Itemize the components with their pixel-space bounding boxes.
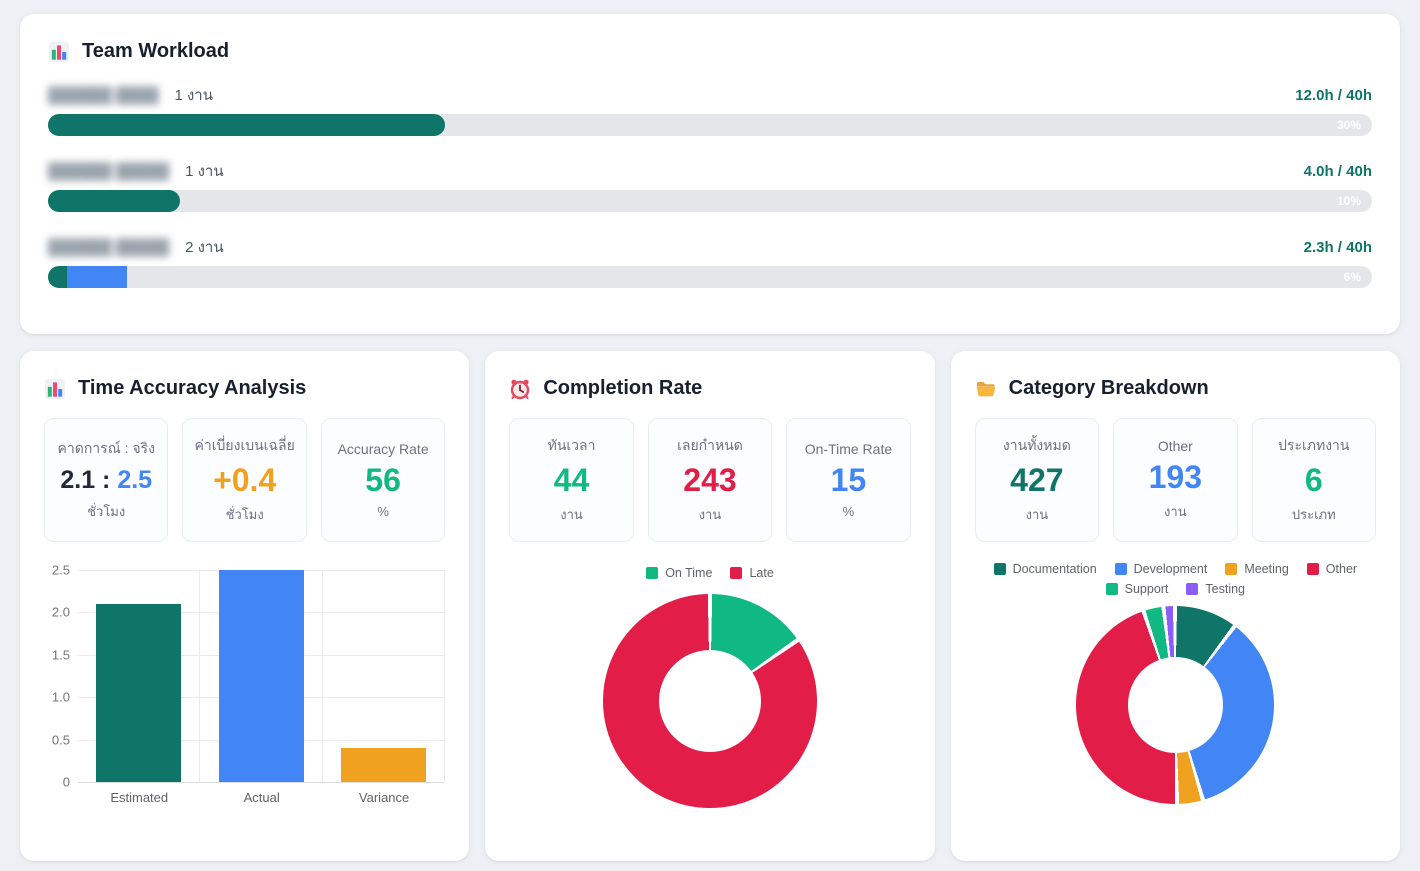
cards-grid: Time Accuracy Analysis คาดการณ์ : จริง 2… (20, 351, 1400, 861)
stat-avg-deviation: ค่าเบี่ยงเบนเฉลี่ย +0.4 ชั่วโมง (182, 418, 307, 542)
legend-swatch (646, 567, 659, 579)
member-name-redacted: ██████ █████ (48, 238, 170, 256)
category-legend: Documentation Development Meeting Other Supp… (975, 562, 1376, 596)
x-category-label: Estimated (110, 790, 169, 805)
legend-label: Late (749, 566, 774, 580)
percent-badge: 6% (1343, 270, 1361, 284)
y-tick-label: 1.0 (51, 689, 70, 705)
legend-item: Late (730, 566, 774, 580)
team-workload-card: Team Workload ██████ ████ 1 งาน 12.0h / … (20, 14, 1400, 334)
legend-item: On Time (646, 566, 712, 580)
percent-badge: 30% (1336, 118, 1361, 132)
category-donut-chart (1076, 606, 1275, 804)
alarm-clock-icon (511, 379, 530, 399)
workload-progress-bar: 6% (48, 266, 1372, 288)
workload-row: ██████ ████ 1 งาน 12.0h / 40h 30% (48, 85, 1372, 136)
bar-estimated (96, 603, 182, 782)
accuracy-x-labels: Estimated Actual Variance (78, 790, 445, 805)
legend-item: Support (1105, 582, 1169, 596)
workload-bar-segment (48, 190, 181, 212)
legend-item: Development (1114, 562, 1208, 576)
legend-label: Support (1124, 582, 1169, 596)
x-category-label: Variance (358, 790, 410, 805)
stat-total-tasks: งานทั้งหมด 427 งาน (974, 418, 1100, 542)
category-breakdown-title: Category Breakdown (975, 377, 1376, 400)
legend-label: Development (1133, 562, 1208, 576)
legend-label: Meeting (1244, 562, 1289, 576)
bar-actual (218, 570, 304, 782)
bar-cell (78, 570, 199, 782)
gridline (78, 782, 445, 783)
task-count-label: 2 งาน (185, 239, 224, 256)
y-tick-label: 2.5 (51, 562, 70, 578)
task-count-label: 1 งาน (174, 87, 213, 104)
legend-label: Documentation (1012, 562, 1097, 576)
x-category-label: Actual (243, 790, 280, 805)
legend-swatch (993, 563, 1006, 575)
legend-item: Documentation (993, 562, 1097, 576)
bar-chart-icon (45, 378, 65, 399)
y-tick-label: 0 (62, 774, 70, 790)
legend-swatch (1114, 563, 1127, 575)
legend-item: Meeting (1225, 562, 1289, 576)
legend-label: Other (1325, 562, 1358, 576)
accuracy-bar-plot (78, 570, 446, 783)
percent-badge: 10% (1336, 194, 1361, 208)
stat-on-time-rate: On-Time Rate 15 % (786, 418, 911, 542)
time-accuracy-title: Time Accuracy Analysis (44, 377, 445, 400)
legend-swatch (1105, 583, 1118, 595)
accuracy-chart: 2.5 2.0 1.5 1.0 0.5 0 Estimated Actual Variance (44, 563, 446, 805)
hours-label: 2.3h / 40h (1303, 238, 1372, 256)
y-tick-label: 0.5 (51, 732, 70, 748)
workload-rows: ██████ ████ 1 งาน 12.0h / 40h 30% ██████… (48, 85, 1372, 288)
hours-label: 12.0h / 40h (1295, 86, 1372, 104)
completion-rate-title: Completion Rate (509, 377, 910, 400)
accuracy-y-axis: 2.5 2.0 1.5 1.0 0.5 0 (44, 563, 78, 790)
workload-progress-bar: 10% (48, 190, 1372, 212)
legend-item: Other (1306, 562, 1358, 576)
bar-variance (341, 748, 427, 782)
legend-label: Testing (1205, 582, 1246, 596)
bar-chart-icon (49, 41, 69, 62)
workload-bar-segment (66, 266, 128, 288)
legend-swatch (1306, 563, 1319, 575)
legend-item: Testing (1186, 582, 1245, 596)
hours-label: 4.0h / 40h (1303, 162, 1372, 180)
time-accuracy-card: Time Accuracy Analysis คาดการณ์ : จริง 2… (20, 351, 470, 861)
legend-swatch (730, 567, 743, 579)
legend-swatch (1186, 583, 1199, 595)
workload-bar-segment (48, 114, 446, 136)
stat-estimated-vs-actual: คาดการณ์ : จริง 2.1 : 2.5 ชั่วโมง (44, 418, 169, 542)
workload-row: ██████ █████ 1 งาน 4.0h / 40h 10% (48, 161, 1372, 212)
completion-rate-card: Completion Rate ทันเวลา 44 งาน เลยกำหนด … (485, 351, 935, 861)
y-tick-label: 1.5 (51, 647, 70, 663)
legend-label: On Time (665, 566, 713, 580)
y-tick-label: 2.0 (51, 604, 70, 620)
workload-row: ██████ █████ 2 งาน 2.3h / 40h 6% (48, 237, 1372, 288)
stat-accuracy-rate: Accuracy Rate 56 % (320, 418, 446, 542)
folder-icon (976, 381, 996, 396)
stat-on-time: ทันเวลา 44 งาน (509, 418, 634, 542)
completion-donut-chart (602, 594, 817, 808)
estimated-actual-value: 2.1 : 2.5 (60, 466, 153, 495)
member-name-redacted: ██████ ████ (48, 86, 159, 104)
legend-swatch (1225, 563, 1238, 575)
member-name-redacted: ██████ █████ (48, 162, 170, 180)
workload-progress-bar: 30% (48, 114, 1372, 136)
bar-cell (321, 570, 444, 782)
bar-cell (199, 570, 321, 782)
completion-legend: On Time Late (509, 566, 910, 580)
task-count-label: 1 งาน (185, 163, 224, 180)
stat-overdue: เลยกำหนด 243 งาน (647, 418, 773, 542)
category-breakdown-card: Category Breakdown งานทั้งหมด 427 งาน Ot… (950, 351, 1400, 861)
stat-other-tasks: Other 193 งาน (1113, 418, 1238, 542)
stat-task-types: ประเภทงาน 6 ประเภท (1251, 418, 1376, 542)
workload-bar-segment (48, 266, 67, 288)
team-workload-title: Team Workload (48, 40, 1372, 63)
